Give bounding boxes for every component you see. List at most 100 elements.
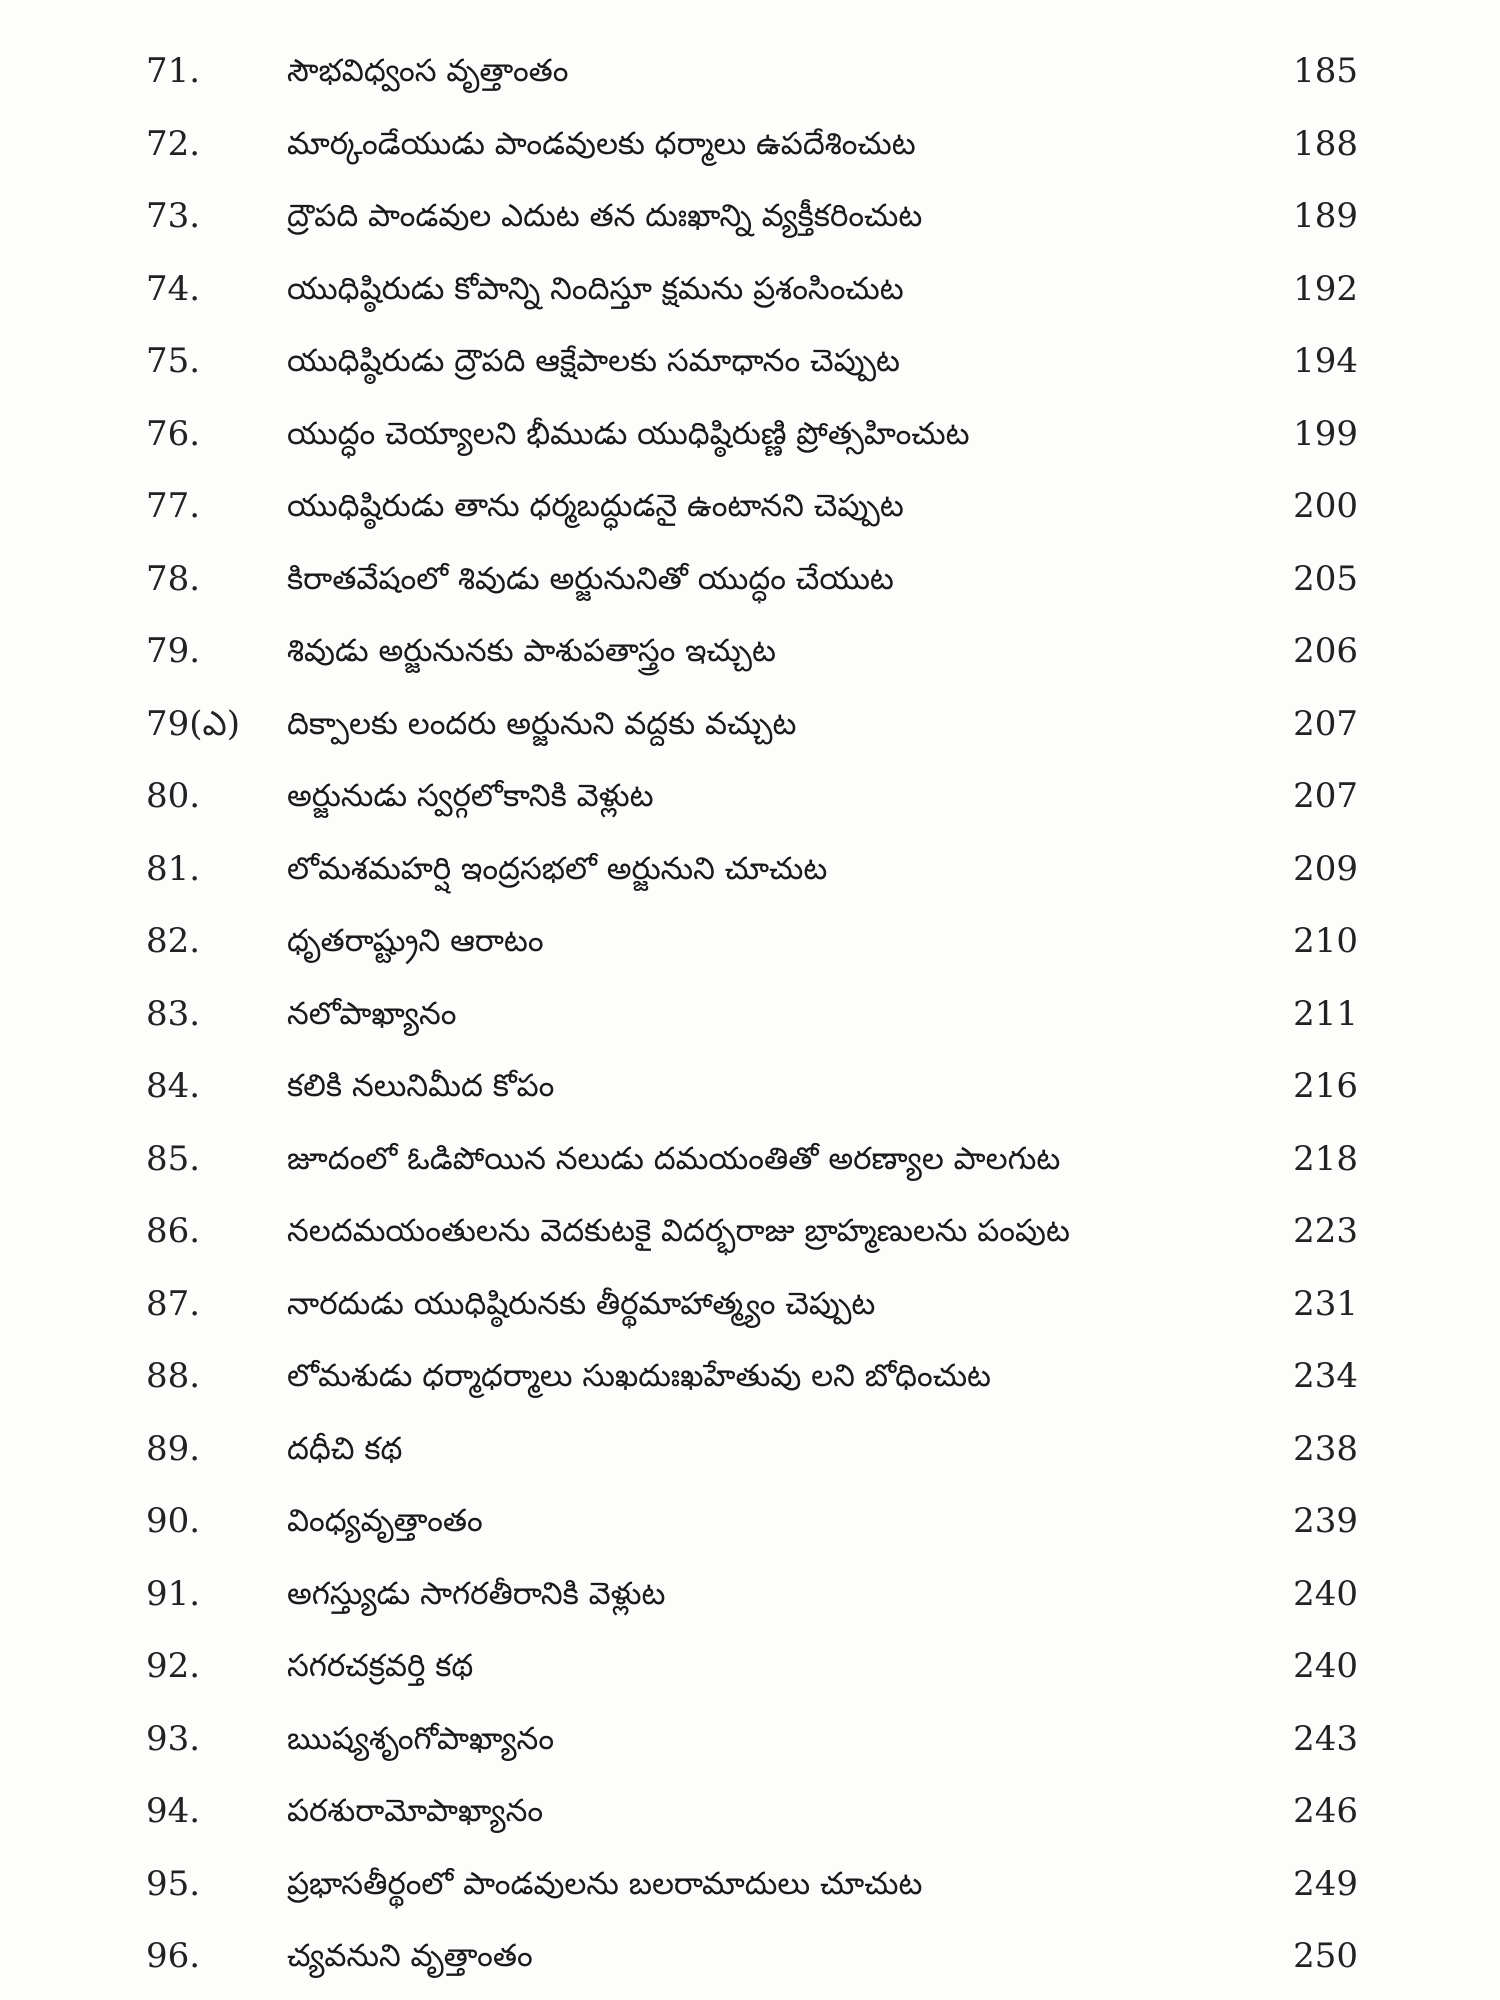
toc-entry-page: 207 (1293, 776, 1358, 816)
toc-entry: 84. కలికి నలునిమీద కోపం 216 (0, 1050, 1500, 1122)
toc-entry-page: 240 (1293, 1646, 1358, 1686)
toc-entry: 79. శివుడు అర్జునునకు పాశుపతాస్త్రం ఇచ్చు… (0, 615, 1500, 687)
toc-entry: 93. ఋష్యశృంగోపాఖ్యానం 243 (0, 1703, 1500, 1775)
toc-entry: 91. అగస్త్యుడు సాగరతీరానికి వెళ్లుట 240 (0, 1558, 1500, 1630)
toc-entry-page: 188 (1293, 123, 1358, 164)
toc-entry-title: ఋష్యశృంగోపాఖ్యానం (287, 1720, 555, 1757)
toc-entry-number: 79. (146, 631, 201, 671)
toc-entry: 96. చ్యవనుని వృత్తాంతం 250 (0, 1920, 1500, 1992)
toc-entry-number: 86. (146, 1211, 201, 1251)
toc-entry: 85. జూదంలో ఓడిపోయిన నలుడు దమయంతితో అరణ్యా… (0, 1123, 1500, 1195)
toc-entry-title: దధీచి కథ (287, 1430, 403, 1467)
toc-entry-page: 246 (1293, 1791, 1358, 1831)
toc-entry-page: 223 (1293, 1211, 1358, 1251)
toc-entry-title: నారదుడు యుధిష్ఠిరునకు తీర్థమాహాత్మ్యం చె… (287, 1285, 876, 1322)
toc-entry-number: 72. (146, 123, 201, 164)
toc-entry: 83. నలోపాఖ్యానం 211 (0, 978, 1500, 1050)
toc-entry-number: 81. (146, 848, 201, 889)
toc-entry-number: 75. (146, 341, 201, 381)
toc-entry-number: 76. (146, 413, 201, 454)
toc-entry-number: 84. (146, 1066, 201, 1106)
toc-entry-title: శివుడు అర్జునునకు పాశుపతాస్త్రం ఇచ్చుట (287, 633, 776, 669)
toc-entry-title: కిరాతవేషంలో శివుడు అర్జునునితో యుద్ధం చే… (287, 560, 894, 597)
toc-entry-title: నలదమయంతులను వెదకుటకై విదర్భరాజు బ్రాహ్మణ… (287, 1213, 1070, 1249)
toc-entry-number: 83. (146, 993, 201, 1034)
toc-entry-page: 211 (1293, 993, 1358, 1034)
toc-entry-page: 243 (1293, 1718, 1358, 1759)
toc-entry-title: దిక్పాలకు లందరు అర్జునుని వద్దకు వచ్చుట (287, 705, 797, 742)
toc-entry-number: 80. (146, 776, 201, 816)
toc-entry-page: 216 (1293, 1066, 1358, 1106)
toc-entry-title: యుధిష్ఠిరుడు కోపాన్ని నిందిస్తూ క్షమను ప… (287, 270, 904, 307)
toc-entry-number: 79(ఎ) (146, 703, 240, 744)
toc-entry-page: 192 (1293, 268, 1358, 309)
toc-entry-title: ద్రౌపది పాండవుల ఎదుట తన దుఃఖాన్ని వ్యక్త… (287, 198, 923, 234)
toc-entry-number: 89. (146, 1428, 201, 1469)
toc-entry-page: 210 (1293, 921, 1358, 961)
toc-entry-title: లోమశుడు ధర్మాధర్మాలు సుఖదుఃఖహేతువు లని బ… (287, 1358, 991, 1394)
toc-entry-title: లోమశమహర్షి ఇంద్రసభలో అర్జునుని చూచుట (287, 850, 828, 887)
toc-entry-page: 231 (1293, 1283, 1358, 1324)
toc-entry: 78. కిరాతవేషంలో శివుడు అర్జునునితో యుద్ధం… (0, 543, 1500, 615)
toc-entry: 71. సౌభవిధ్వంస వృత్తాంతం 185 (0, 35, 1500, 107)
toc-entry-title: అగస్త్యుడు సాగరతీరానికి వెళ్లుట (287, 1575, 666, 1612)
toc-entry-title: వింధ్యవృత్తాంతం (287, 1503, 483, 1539)
toc-entry-number: 78. (146, 558, 201, 599)
toc-entry-page: 205 (1293, 558, 1358, 599)
toc-entry-page: 200 (1293, 486, 1358, 526)
toc-entry-number: 91. (146, 1573, 201, 1614)
toc-entry: 86. నలదమయంతులను వెదకుటకై విదర్భరాజు బ్రాహ… (0, 1195, 1500, 1267)
toc-entry: 75. యుధిష్ఠిరుడు ద్రౌపది ఆక్షేపాలకు సమాధా… (0, 325, 1500, 397)
toc-entry-title: నలోపాఖ్యానం (287, 995, 457, 1032)
toc-entry-number: 96. (146, 1936, 201, 1976)
toc-entry: 73. ద్రౌపది పాండవుల ఎదుట తన దుఃఖాన్ని వ్య… (0, 180, 1500, 252)
toc-entry-title: అర్జునుడు స్వర్గలోకానికి వెళ్లుట (287, 778, 654, 814)
toc-entry-title: పరశురామోపాఖ్యానం (287, 1793, 544, 1829)
toc-entry: 89. దధీచి కథ 238 (0, 1413, 1500, 1485)
toc-entry-page: 189 (1293, 196, 1358, 236)
toc-entry-title: కలికి నలునిమీద కోపం (287, 1068, 555, 1104)
toc-entry-title: సగరచక్రవర్తి కథ (287, 1648, 474, 1684)
toc-entry: 76. యుద్ధం చెయ్యాలని భీముడు యుధిష్ఠిరుణ్ణ… (0, 398, 1500, 470)
toc-entry-title: మార్కండేయుడు పాండవులకు ధర్మాలు ఉపదేశించు… (287, 125, 916, 162)
toc-entry-page: 238 (1293, 1428, 1358, 1469)
toc-entry-number: 88. (146, 1356, 201, 1396)
toc-entry-title: జూదంలో ఓడిపోయిన నలుడు దమయంతితో అరణ్యాల ప… (287, 1140, 1061, 1177)
toc-entry-number: 92. (146, 1646, 201, 1686)
toc-entry-page: 194 (1293, 341, 1358, 381)
toc-entry: 87. నారదుడు యుధిష్ఠిరునకు తీర్థమాహాత్మ్యం… (0, 1268, 1500, 1340)
toc-entry-number: 82. (146, 921, 201, 961)
toc-entry-page: 240 (1293, 1573, 1358, 1614)
toc-entry-number: 87. (146, 1283, 201, 1324)
toc-entry-title: యుధిష్ఠిరుడు ద్రౌపది ఆక్షేపాలకు సమాధానం … (287, 343, 900, 379)
toc-entry-page: 206 (1293, 631, 1358, 671)
toc-entry-title: యుధిష్ఠిరుడు తాను ధర్మబద్ధుడనై ఉంటానని చ… (287, 488, 904, 524)
toc-entry-title: ధృతరాష్ట్రుని ఆరాటం (287, 923, 544, 959)
toc-entry-page: 239 (1293, 1501, 1358, 1541)
toc-entry: 88. లోమశుడు ధర్మాధర్మాలు సుఖదుఃఖహేతువు లన… (0, 1340, 1500, 1412)
toc-entry-number: 94. (146, 1791, 201, 1831)
toc-entry: 72. మార్కండేయుడు పాండవులకు ధర్మాలు ఉపదేశి… (0, 108, 1500, 180)
toc-entry-page: 218 (1293, 1138, 1358, 1179)
toc-entry: 95. ప్రభాసతీర్థంలో పాండవులను బలరామాదులు చ… (0, 1848, 1500, 1920)
toc-entry: 90. వింధ్యవృత్తాంతం 239 (0, 1485, 1500, 1557)
toc-entry-title: యుద్ధం చెయ్యాలని భీముడు యుధిష్ఠిరుణ్ణి ప… (287, 415, 970, 452)
toc-entry-title: ప్రభాసతీర్థంలో పాండవులను బలరామాదులు చూచు… (287, 1865, 923, 1902)
toc-entry-number: 90. (146, 1501, 201, 1541)
toc-entry: 80. అర్జునుడు స్వర్గలోకానికి వెళ్లుట 207 (0, 760, 1500, 832)
toc-entry: 74. యుధిష్ఠిరుడు కోపాన్ని నిందిస్తూ క్షమన… (0, 253, 1500, 325)
toc-entry: 82. ధృతరాష్ట్రుని ఆరాటం 210 (0, 905, 1500, 977)
toc-entry-page: 209 (1293, 848, 1358, 889)
toc-entry-number: 77. (146, 486, 201, 526)
toc-entry-number: 71. (146, 51, 201, 91)
toc-entry-number: 85. (146, 1138, 201, 1179)
toc-entry-number: 73. (146, 196, 201, 236)
toc-entry-page: 185 (1293, 51, 1358, 91)
toc-entry-page: 234 (1293, 1356, 1358, 1396)
toc-entry-number: 95. (146, 1863, 201, 1904)
toc-entry-title: చ్యవనుని వృత్తాంతం (287, 1938, 533, 1974)
toc-entry-title: సౌభవిధ్వంస వృత్తాంతం (287, 53, 569, 89)
toc-entry-page: 249 (1293, 1863, 1358, 1904)
toc-entry: 92. సగరచక్రవర్తి కథ 240 (0, 1630, 1500, 1702)
toc-entry: 94. పరశురామోపాఖ్యానం 246 (0, 1775, 1500, 1847)
